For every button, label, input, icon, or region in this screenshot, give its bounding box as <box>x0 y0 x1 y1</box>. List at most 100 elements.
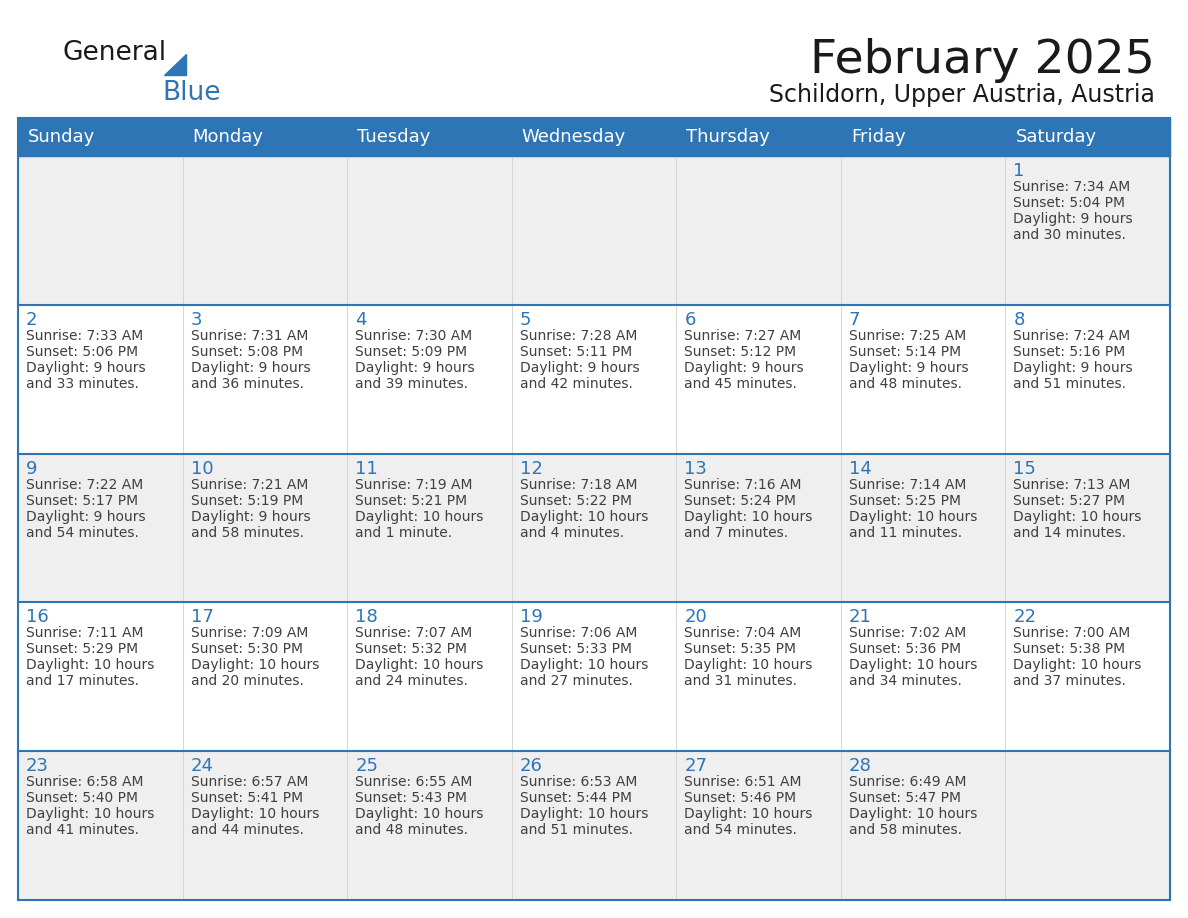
Text: Sunset: 5:40 PM: Sunset: 5:40 PM <box>26 791 138 805</box>
Text: Sunrise: 7:18 AM: Sunrise: 7:18 AM <box>519 477 637 492</box>
Text: 20: 20 <box>684 609 707 626</box>
Text: Schildorn, Upper Austria, Austria: Schildorn, Upper Austria, Austria <box>769 83 1155 107</box>
Text: Daylight: 9 hours: Daylight: 9 hours <box>26 361 146 375</box>
Text: and 44 minutes.: and 44 minutes. <box>190 823 303 837</box>
Text: and 24 minutes.: and 24 minutes. <box>355 675 468 688</box>
Text: and 54 minutes.: and 54 minutes. <box>26 526 139 540</box>
Text: Sunrise: 6:55 AM: Sunrise: 6:55 AM <box>355 775 473 789</box>
Text: Sunrise: 7:09 AM: Sunrise: 7:09 AM <box>190 626 308 641</box>
Text: 4: 4 <box>355 311 367 329</box>
Text: 10: 10 <box>190 460 213 477</box>
Text: Sunset: 5:09 PM: Sunset: 5:09 PM <box>355 345 467 359</box>
Text: Daylight: 9 hours: Daylight: 9 hours <box>519 361 639 375</box>
Text: and 51 minutes.: and 51 minutes. <box>1013 376 1126 391</box>
Text: and 41 minutes.: and 41 minutes. <box>26 823 139 837</box>
Text: 19: 19 <box>519 609 543 626</box>
Text: Sunrise: 7:33 AM: Sunrise: 7:33 AM <box>26 329 144 342</box>
Text: Sunset: 5:06 PM: Sunset: 5:06 PM <box>26 345 138 359</box>
Text: 16: 16 <box>26 609 49 626</box>
Text: and 14 minutes.: and 14 minutes. <box>1013 526 1126 540</box>
Text: Sunset: 5:30 PM: Sunset: 5:30 PM <box>190 643 303 656</box>
Text: Sunset: 5:43 PM: Sunset: 5:43 PM <box>355 791 467 805</box>
Text: Wednesday: Wednesday <box>522 128 626 146</box>
Text: 5: 5 <box>519 311 531 329</box>
Bar <box>18 156 1170 305</box>
Text: Sunset: 5:27 PM: Sunset: 5:27 PM <box>1013 494 1125 508</box>
Text: Daylight: 10 hours: Daylight: 10 hours <box>190 658 318 672</box>
Text: Sunset: 5:04 PM: Sunset: 5:04 PM <box>1013 196 1125 210</box>
Text: Sunset: 5:36 PM: Sunset: 5:36 PM <box>849 643 961 656</box>
Text: Daylight: 10 hours: Daylight: 10 hours <box>26 807 154 822</box>
Text: Sunrise: 7:28 AM: Sunrise: 7:28 AM <box>519 329 637 342</box>
Text: Sunrise: 6:53 AM: Sunrise: 6:53 AM <box>519 775 637 789</box>
Text: Sunrise: 7:14 AM: Sunrise: 7:14 AM <box>849 477 966 492</box>
Text: and 37 minutes.: and 37 minutes. <box>1013 675 1126 688</box>
Text: Daylight: 10 hours: Daylight: 10 hours <box>355 658 484 672</box>
Text: Sunset: 5:24 PM: Sunset: 5:24 PM <box>684 494 796 508</box>
Text: Daylight: 10 hours: Daylight: 10 hours <box>355 807 484 822</box>
Text: General: General <box>62 40 166 66</box>
Text: and 17 minutes.: and 17 minutes. <box>26 675 139 688</box>
Text: Sunrise: 7:13 AM: Sunrise: 7:13 AM <box>1013 477 1131 492</box>
Text: and 7 minutes.: and 7 minutes. <box>684 526 789 540</box>
Text: Sunset: 5:16 PM: Sunset: 5:16 PM <box>1013 345 1126 359</box>
Text: 15: 15 <box>1013 460 1036 477</box>
Text: Daylight: 10 hours: Daylight: 10 hours <box>1013 509 1142 523</box>
Text: and 48 minutes.: and 48 minutes. <box>355 823 468 837</box>
Text: Daylight: 10 hours: Daylight: 10 hours <box>849 807 978 822</box>
Text: and 27 minutes.: and 27 minutes. <box>519 675 632 688</box>
Polygon shape <box>164 54 187 75</box>
Text: Sunset: 5:08 PM: Sunset: 5:08 PM <box>190 345 303 359</box>
Text: Sunset: 5:17 PM: Sunset: 5:17 PM <box>26 494 138 508</box>
Text: Sunrise: 7:04 AM: Sunrise: 7:04 AM <box>684 626 802 641</box>
Text: 25: 25 <box>355 757 378 775</box>
Text: 7: 7 <box>849 311 860 329</box>
Text: Sunset: 5:22 PM: Sunset: 5:22 PM <box>519 494 632 508</box>
Text: and 39 minutes.: and 39 minutes. <box>355 376 468 391</box>
Text: Daylight: 9 hours: Daylight: 9 hours <box>1013 361 1133 375</box>
Text: 22: 22 <box>1013 609 1036 626</box>
Bar <box>18 305 1170 453</box>
Text: and 30 minutes.: and 30 minutes. <box>1013 228 1126 242</box>
Text: and 54 minutes.: and 54 minutes. <box>684 823 797 837</box>
Text: 11: 11 <box>355 460 378 477</box>
Text: 26: 26 <box>519 757 543 775</box>
Text: 12: 12 <box>519 460 543 477</box>
Text: Sunrise: 7:02 AM: Sunrise: 7:02 AM <box>849 626 966 641</box>
Text: Sunrise: 7:06 AM: Sunrise: 7:06 AM <box>519 626 637 641</box>
Text: Daylight: 10 hours: Daylight: 10 hours <box>519 807 649 822</box>
Text: Sunrise: 7:16 AM: Sunrise: 7:16 AM <box>684 477 802 492</box>
Text: Sunset: 5:29 PM: Sunset: 5:29 PM <box>26 643 138 656</box>
Text: Sunrise: 6:57 AM: Sunrise: 6:57 AM <box>190 775 308 789</box>
Text: 24: 24 <box>190 757 214 775</box>
Text: and 31 minutes.: and 31 minutes. <box>684 675 797 688</box>
Text: Sunset: 5:46 PM: Sunset: 5:46 PM <box>684 791 796 805</box>
Text: 18: 18 <box>355 609 378 626</box>
Text: Saturday: Saturday <box>1016 128 1097 146</box>
Text: Daylight: 9 hours: Daylight: 9 hours <box>190 361 310 375</box>
Text: and 58 minutes.: and 58 minutes. <box>190 526 304 540</box>
Text: Daylight: 10 hours: Daylight: 10 hours <box>519 658 649 672</box>
Text: Sunrise: 6:49 AM: Sunrise: 6:49 AM <box>849 775 966 789</box>
Bar <box>18 118 1170 156</box>
Text: Sunrise: 7:11 AM: Sunrise: 7:11 AM <box>26 626 144 641</box>
Text: Sunrise: 7:31 AM: Sunrise: 7:31 AM <box>190 329 308 342</box>
Bar <box>18 602 1170 751</box>
Text: Daylight: 10 hours: Daylight: 10 hours <box>190 807 318 822</box>
Text: Sunset: 5:35 PM: Sunset: 5:35 PM <box>684 643 796 656</box>
Text: and 11 minutes.: and 11 minutes. <box>849 526 962 540</box>
Text: Sunset: 5:12 PM: Sunset: 5:12 PM <box>684 345 796 359</box>
Text: and 36 minutes.: and 36 minutes. <box>190 376 304 391</box>
Text: Sunrise: 7:00 AM: Sunrise: 7:00 AM <box>1013 626 1131 641</box>
Text: Blue: Blue <box>162 80 221 106</box>
Text: Daylight: 10 hours: Daylight: 10 hours <box>849 658 978 672</box>
Text: and 34 minutes.: and 34 minutes. <box>849 675 962 688</box>
Bar <box>18 751 1170 900</box>
Text: and 48 minutes.: and 48 minutes. <box>849 376 962 391</box>
Text: Sunrise: 7:34 AM: Sunrise: 7:34 AM <box>1013 180 1131 194</box>
Text: Sunday: Sunday <box>29 128 95 146</box>
Text: Sunrise: 7:19 AM: Sunrise: 7:19 AM <box>355 477 473 492</box>
Text: 1: 1 <box>1013 162 1025 180</box>
Text: Daylight: 9 hours: Daylight: 9 hours <box>355 361 475 375</box>
Text: Daylight: 9 hours: Daylight: 9 hours <box>26 509 146 523</box>
